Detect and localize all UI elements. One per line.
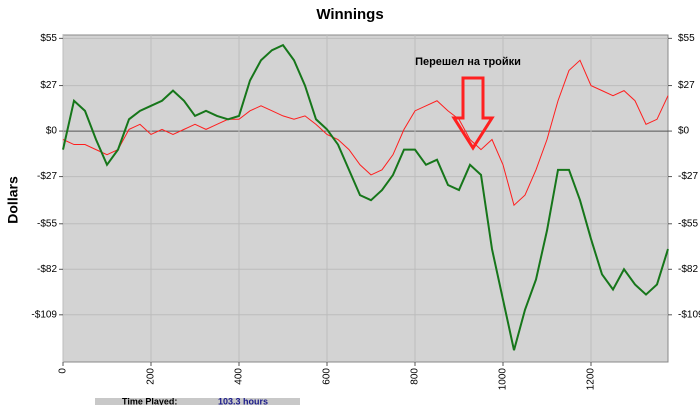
y2-tick-label: -$55: [678, 218, 698, 229]
y-tick-label: $27: [40, 80, 57, 91]
x-tick-label: 1200: [586, 368, 597, 391]
lines: [62, 43, 669, 351]
y-tick-label: -$109: [31, 309, 57, 320]
y2-tick-label: -$27: [678, 171, 698, 182]
x-tick-label: 200: [146, 368, 157, 385]
annotation: Перешел на тройки: [415, 56, 521, 68]
series-line: [62, 59, 669, 207]
x-tick-label: 0: [58, 368, 69, 374]
annotation-arrow: [451, 76, 495, 151]
grid: [62, 35, 668, 362]
x-tick-label: 600: [322, 368, 333, 385]
series-line: [62, 43, 669, 351]
footer-value: 103.3 hours: [218, 396, 268, 405]
chart-title: Winnings: [316, 6, 383, 23]
y-tick-label: -$82: [37, 264, 57, 275]
footer-label: Time Played:: [122, 396, 177, 405]
y2-tick-label: $55: [678, 33, 695, 44]
x-tick-label: 400: [234, 368, 245, 385]
y2-tick-label: -$109: [678, 309, 700, 320]
x-tick-label: 1000: [498, 368, 509, 391]
y2-tick-label: $0: [678, 126, 690, 137]
y-tick-label: -$55: [37, 218, 57, 229]
x-tick-label: 800: [410, 368, 421, 385]
y-axis-label: Dollars: [5, 176, 21, 224]
y2-tick-label: $27: [678, 80, 695, 91]
y-tick-label: $55: [40, 33, 57, 44]
y-tick-label: -$27: [37, 171, 57, 182]
y2-tick-label: -$82: [678, 264, 698, 275]
y-tick-label: $0: [46, 126, 58, 137]
footer-bar: [95, 398, 300, 405]
